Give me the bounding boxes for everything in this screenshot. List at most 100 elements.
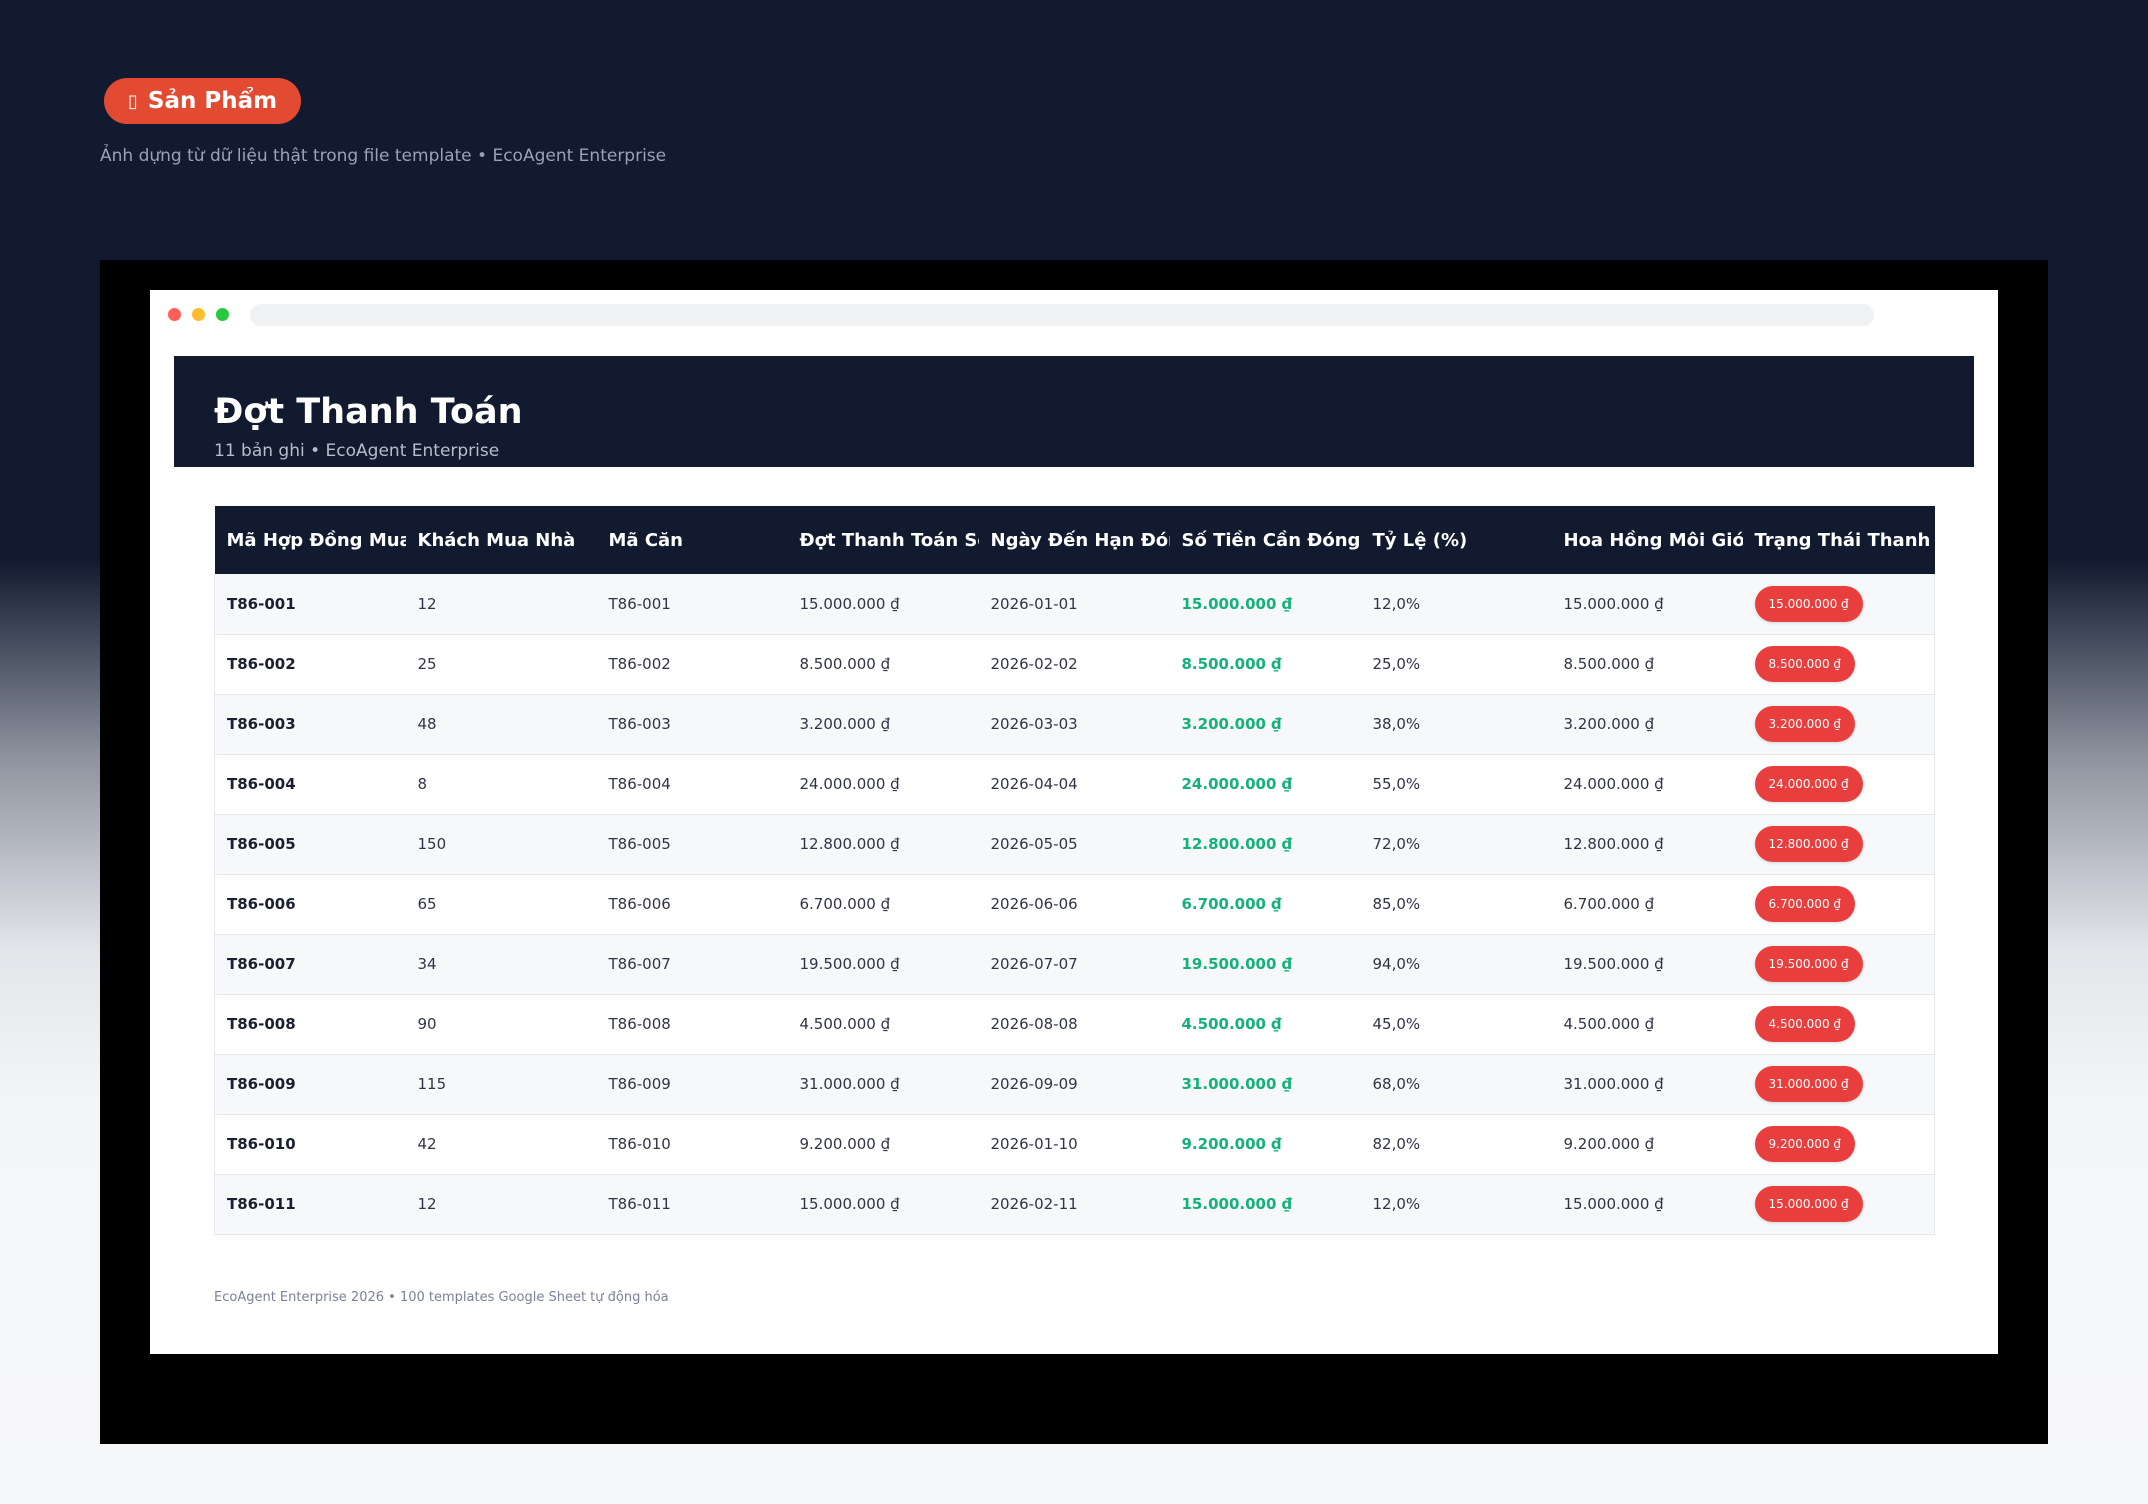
table-row[interactable]: T86-010 42 T86-010 9.200.000 ₫ 2026-01-10 9.2… xyxy=(214,1114,1935,1174)
col-amount-due-cell: 24.000.000 ₫ xyxy=(1181,775,1293,793)
col-installment-cell: 19.500.000 ₫ xyxy=(799,955,900,973)
col-payment-status-cell: 24.000.000 ₫ xyxy=(1743,754,1935,814)
col-commission-cell: 24.000.000 ₫ xyxy=(1563,775,1664,793)
product-badge[interactable]: ▯ Sản Phẩm xyxy=(104,78,302,124)
col-amount-due-cell: 6.700.000 ₫ xyxy=(1181,895,1282,913)
address-bar[interactable] xyxy=(250,304,1874,326)
table-row[interactable]: T86-001 12 T86-001 15.000.000 ₫ 2026-01-01 15… xyxy=(214,574,1935,634)
col-commission-cell: 31.000.000 ₫ xyxy=(1563,1075,1664,1093)
col-installment-cell: 31.000.000 ₫ xyxy=(799,1075,900,1093)
col-amount-due-cell: 9.200.000 ₫ xyxy=(1181,1135,1282,1153)
col-amount-due-cell: 15.000.000 ₫ xyxy=(1181,594,1293,613)
col-payment-status-cell: 12.800.000 ₫ xyxy=(1743,814,1935,874)
table-header-row: Mã Hợp Đồng Mua Bá Khách Mua Nhà Mã Căn Đợt… xyxy=(214,506,1935,574)
col-unit-code-cell: T86-005 xyxy=(608,835,671,853)
col-unit-code-cell: T86-009 xyxy=(608,1075,671,1093)
col-payment-status-cell: 15.000.000 ₫ xyxy=(1743,1174,1935,1234)
col-due-date-header[interactable]: Ngày Đến Hạn Đóng xyxy=(990,529,1170,551)
col-contract-code-cell: T86-004 xyxy=(227,775,296,793)
status-badge: 31.000.000 ₫ xyxy=(1754,1066,1863,1102)
col-rate-cell: 68,0% xyxy=(1372,1075,1421,1093)
col-contract-code-cell: T86-002 xyxy=(227,655,296,673)
col-payment-status-cell: 6.700.000 ₫ xyxy=(1743,874,1935,934)
col-unit-code-cell: T86-007 xyxy=(608,955,671,973)
col-commission-header[interactable]: Hoa Hồng Môi Giới xyxy=(1563,529,1743,551)
window-controls xyxy=(168,308,229,321)
col-rate-header[interactable]: Tỷ Lệ (%) xyxy=(1372,529,1468,551)
col-buyer-header[interactable]: Khách Mua Nhà xyxy=(417,529,576,551)
col-contract-code-cell: T86-001 xyxy=(227,594,296,613)
col-buyer-cell: 90 xyxy=(417,1015,437,1033)
col-installment-cell: 15.000.000 ₫ xyxy=(799,1195,900,1213)
col-commission-cell: 9.200.000 ₫ xyxy=(1563,1135,1655,1153)
col-installment-cell: 9.200.000 ₫ xyxy=(799,1135,891,1153)
status-badge: 24.000.000 ₫ xyxy=(1754,766,1863,802)
col-rate-cell: 82,0% xyxy=(1372,1135,1421,1153)
status-badge: 4.500.000 ₫ xyxy=(1754,1006,1856,1042)
col-installment-cell: 12.800.000 ₫ xyxy=(799,835,900,853)
col-buyer-cell: 12 xyxy=(417,594,437,613)
col-due-date-cell: 2026-01-01 xyxy=(990,594,1078,613)
col-buyer-cell: 115 xyxy=(417,1075,447,1093)
col-amount-due-cell: 31.000.000 ₫ xyxy=(1181,1075,1293,1093)
col-contract-code-cell: T86-009 xyxy=(227,1075,296,1093)
table-row[interactable]: T86-002 25 T86-002 8.500.000 ₫ 2026-02-02 8.5… xyxy=(214,634,1935,694)
table-row[interactable]: T86-009 115 T86-009 31.000.000 ₫ 2026-09-09 3… xyxy=(214,1054,1935,1114)
col-commission-cell: 12.800.000 ₫ xyxy=(1563,835,1664,853)
col-rate-cell: 38,0% xyxy=(1372,715,1421,733)
col-buyer-cell: 48 xyxy=(417,715,437,733)
col-amount-due-cell: 12.800.000 ₫ xyxy=(1181,835,1293,853)
col-due-date-cell: 2026-05-05 xyxy=(990,835,1078,853)
status-badge: 15.000.000 ₫ xyxy=(1754,1186,1863,1222)
col-rate-cell: 45,0% xyxy=(1372,1015,1421,1033)
record-count: 11 bản ghi • EcoAgent Enterprise xyxy=(214,441,500,461)
col-rate-cell: 85,0% xyxy=(1372,895,1421,913)
col-installment-cell: 3.200.000 ₫ xyxy=(799,715,891,733)
table-row[interactable]: T86-004 8 T86-004 24.000.000 ₫ 2026-04-04 24.… xyxy=(214,754,1935,814)
col-unit-code-cell: T86-006 xyxy=(608,895,671,913)
col-contract-code-cell: T86-003 xyxy=(227,715,296,733)
col-amount-due-cell: 3.200.000 ₫ xyxy=(1181,715,1282,733)
minimize-dot-icon[interactable] xyxy=(192,308,205,321)
table-row[interactable]: T86-011 12 T86-011 15.000.000 ₫ 2026-02-11 15… xyxy=(214,1174,1935,1234)
col-buyer-cell: 150 xyxy=(417,835,447,853)
page-title: Đợt Thanh Toán xyxy=(214,392,523,432)
col-installment-header[interactable]: Đợt Thanh Toán Số xyxy=(799,529,979,551)
col-unit-code-cell: T86-008 xyxy=(608,1015,671,1033)
col-payment-status-cell: 8.500.000 ₫ xyxy=(1743,634,1935,694)
col-buyer-cell: 8 xyxy=(417,775,428,793)
col-payment-status-cell: 31.000.000 ₫ xyxy=(1743,1054,1935,1114)
col-payment-status-header[interactable]: Trạng Thái Thanh T xyxy=(1754,529,1935,551)
col-amount-due-header[interactable]: Số Tiền Cần Đóng xyxy=(1181,529,1361,551)
col-buyer-cell: 42 xyxy=(417,1135,437,1153)
col-unit-code-cell: T86-002 xyxy=(608,655,671,673)
table-row[interactable]: T86-005 150 T86-005 12.800.000 ₫ 2026-05-05 1… xyxy=(214,814,1935,874)
col-payment-status-cell: 15.000.000 ₫ xyxy=(1743,574,1935,634)
hero-subtitle: Ảnh dựng từ dữ liệu thật trong file temp… xyxy=(100,146,667,166)
status-badge: 3.200.000 ₫ xyxy=(1754,706,1856,742)
table-row[interactable]: T86-006 65 T86-006 6.700.000 ₫ 2026-06-06 6.7… xyxy=(214,874,1935,934)
col-contract-code-cell: T86-007 xyxy=(227,955,296,973)
product-icon: ▯ xyxy=(128,90,138,112)
col-rate-cell: 55,0% xyxy=(1372,775,1421,793)
col-rate-cell: 12,0% xyxy=(1372,594,1421,613)
status-badge: 12.800.000 ₫ xyxy=(1754,826,1863,862)
close-dot-icon[interactable] xyxy=(168,308,181,321)
col-amount-due-cell: 19.500.000 ₫ xyxy=(1181,955,1293,973)
table-row[interactable]: T86-008 90 T86-008 4.500.000 ₫ 2026-08-08 4.5… xyxy=(214,994,1935,1054)
table-row[interactable]: T86-007 34 T86-007 19.500.000 ₫ 2026-07-07 19… xyxy=(214,934,1935,994)
col-unit-code-cell: T86-001 xyxy=(608,594,671,613)
col-installment-cell: 15.000.000 ₫ xyxy=(799,594,900,613)
col-commission-cell: 4.500.000 ₫ xyxy=(1563,1015,1655,1033)
maximize-dot-icon[interactable] xyxy=(216,308,229,321)
col-rate-cell: 72,0% xyxy=(1372,835,1421,853)
col-rate-cell: 12,0% xyxy=(1372,1195,1421,1213)
table-row[interactable]: T86-003 48 T86-003 3.200.000 ₫ 2026-03-03 3.2… xyxy=(214,694,1935,754)
col-commission-cell: 3.200.000 ₫ xyxy=(1563,715,1655,733)
col-rate-cell: 25,0% xyxy=(1372,655,1421,673)
col-contract-code-header[interactable]: Mã Hợp Đồng Mua Bá xyxy=(226,529,406,551)
col-unit-code-header[interactable]: Mã Căn xyxy=(608,529,684,551)
col-commission-cell: 8.500.000 ₫ xyxy=(1563,655,1655,673)
col-commission-cell: 6.700.000 ₫ xyxy=(1563,895,1655,913)
col-due-date-cell: 2026-08-08 xyxy=(990,1015,1078,1033)
